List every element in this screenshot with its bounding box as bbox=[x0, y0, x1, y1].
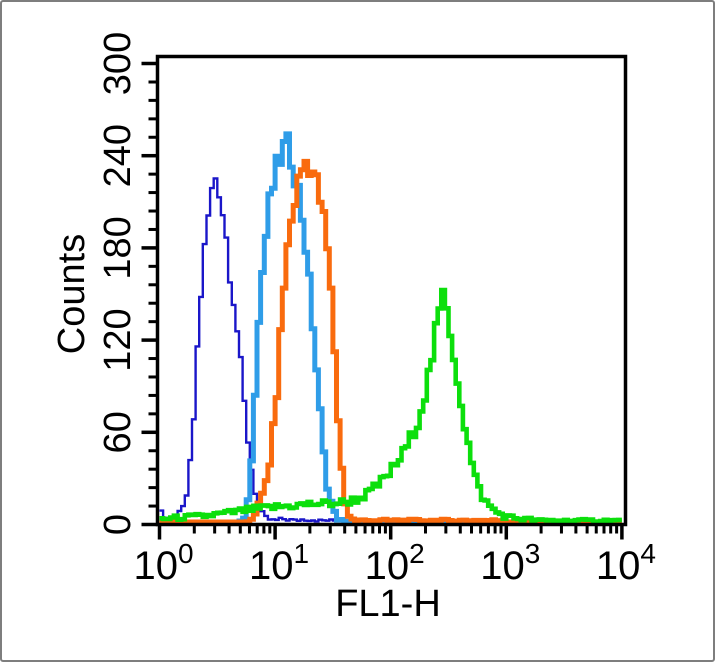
y-tick-label: 300 bbox=[97, 32, 139, 95]
y-tick-label: 120 bbox=[97, 308, 139, 371]
y-tick-label: 240 bbox=[97, 124, 139, 187]
y-tick-label: 0 bbox=[97, 514, 139, 535]
green-histogram bbox=[159, 287, 622, 524]
x-tick-label: 101 bbox=[249, 538, 309, 588]
x-tick-label: 103 bbox=[480, 538, 540, 588]
y-tick-label: 60 bbox=[97, 411, 139, 453]
x-tick-label: 102 bbox=[365, 538, 425, 588]
x-tick-label: 104 bbox=[596, 538, 656, 588]
orange-histogram bbox=[159, 158, 622, 525]
y-tick-label: 180 bbox=[97, 216, 139, 279]
y-axis-title: Counts bbox=[51, 234, 93, 354]
x-axis-title: FL1-H bbox=[335, 583, 441, 625]
x-tick-label: 100 bbox=[133, 538, 193, 588]
plot-frame bbox=[155, 54, 628, 527]
